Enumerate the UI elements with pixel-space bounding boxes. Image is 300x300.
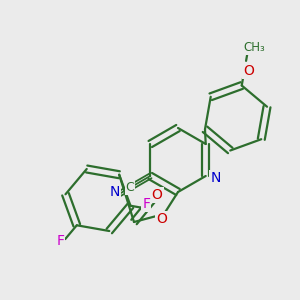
Text: N: N <box>109 185 120 199</box>
Text: CH₃: CH₃ <box>243 40 265 54</box>
Text: O: O <box>157 212 167 226</box>
Text: F: F <box>56 234 64 248</box>
Text: O: O <box>152 188 162 202</box>
Text: F: F <box>142 197 150 211</box>
Text: O: O <box>243 64 254 78</box>
Text: N: N <box>211 171 221 185</box>
Text: C: C <box>125 181 134 194</box>
